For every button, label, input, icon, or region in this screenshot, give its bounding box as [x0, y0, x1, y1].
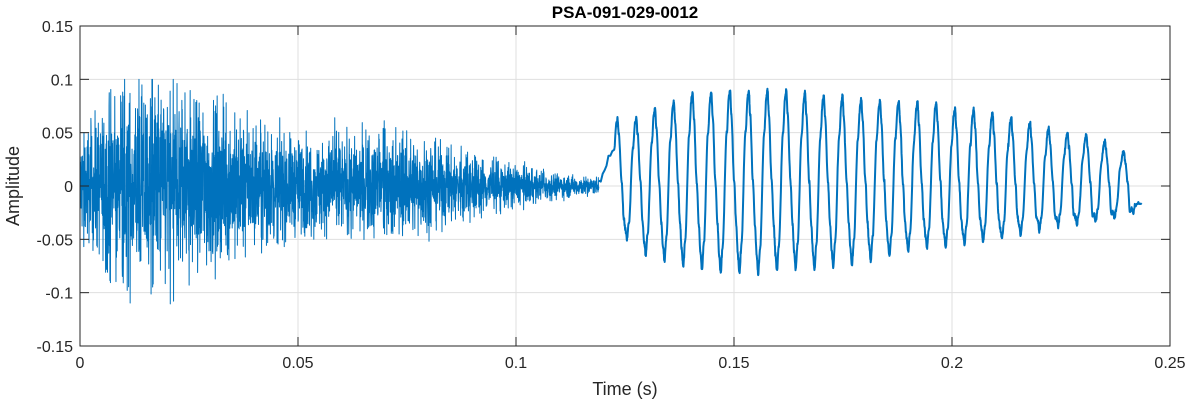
y-tick-label: -0.15: [37, 339, 74, 356]
y-tick-label: 0.15: [42, 19, 73, 36]
y-tick-label: 0.05: [42, 126, 73, 143]
x-axis-label: Time (s): [592, 379, 657, 399]
chart-title: PSA-091-029-0012: [552, 3, 698, 22]
y-tick-labels: -0.15 -0.1 -0.05 0 0.05 0.1 0.15: [37, 19, 74, 356]
x-tick-label: 0.1: [505, 355, 527, 372]
series-line-noise: [79, 78, 600, 305]
y-tick-label: -0.05: [37, 232, 74, 249]
y-axis-label: Amplitude: [3, 146, 23, 226]
x-tick-label: 0.15: [718, 355, 749, 372]
x-tick-label: 0.2: [941, 355, 963, 372]
x-tick-label: 0.25: [1154, 355, 1185, 372]
series-layer: [79, 78, 1143, 305]
y-tick-label: 0.1: [51, 72, 73, 89]
x-tick-label: 0: [76, 355, 85, 372]
x-tick-labels: 0 0.05 0.1 0.15 0.2 0.25: [76, 355, 1186, 372]
y-tick-label: 0: [64, 179, 73, 196]
x-tick-label: 0.05: [282, 355, 313, 372]
ticks: [79, 25, 1171, 347]
series-line-periodic: [598, 87, 1143, 277]
y-tick-label: -0.1: [45, 286, 73, 303]
